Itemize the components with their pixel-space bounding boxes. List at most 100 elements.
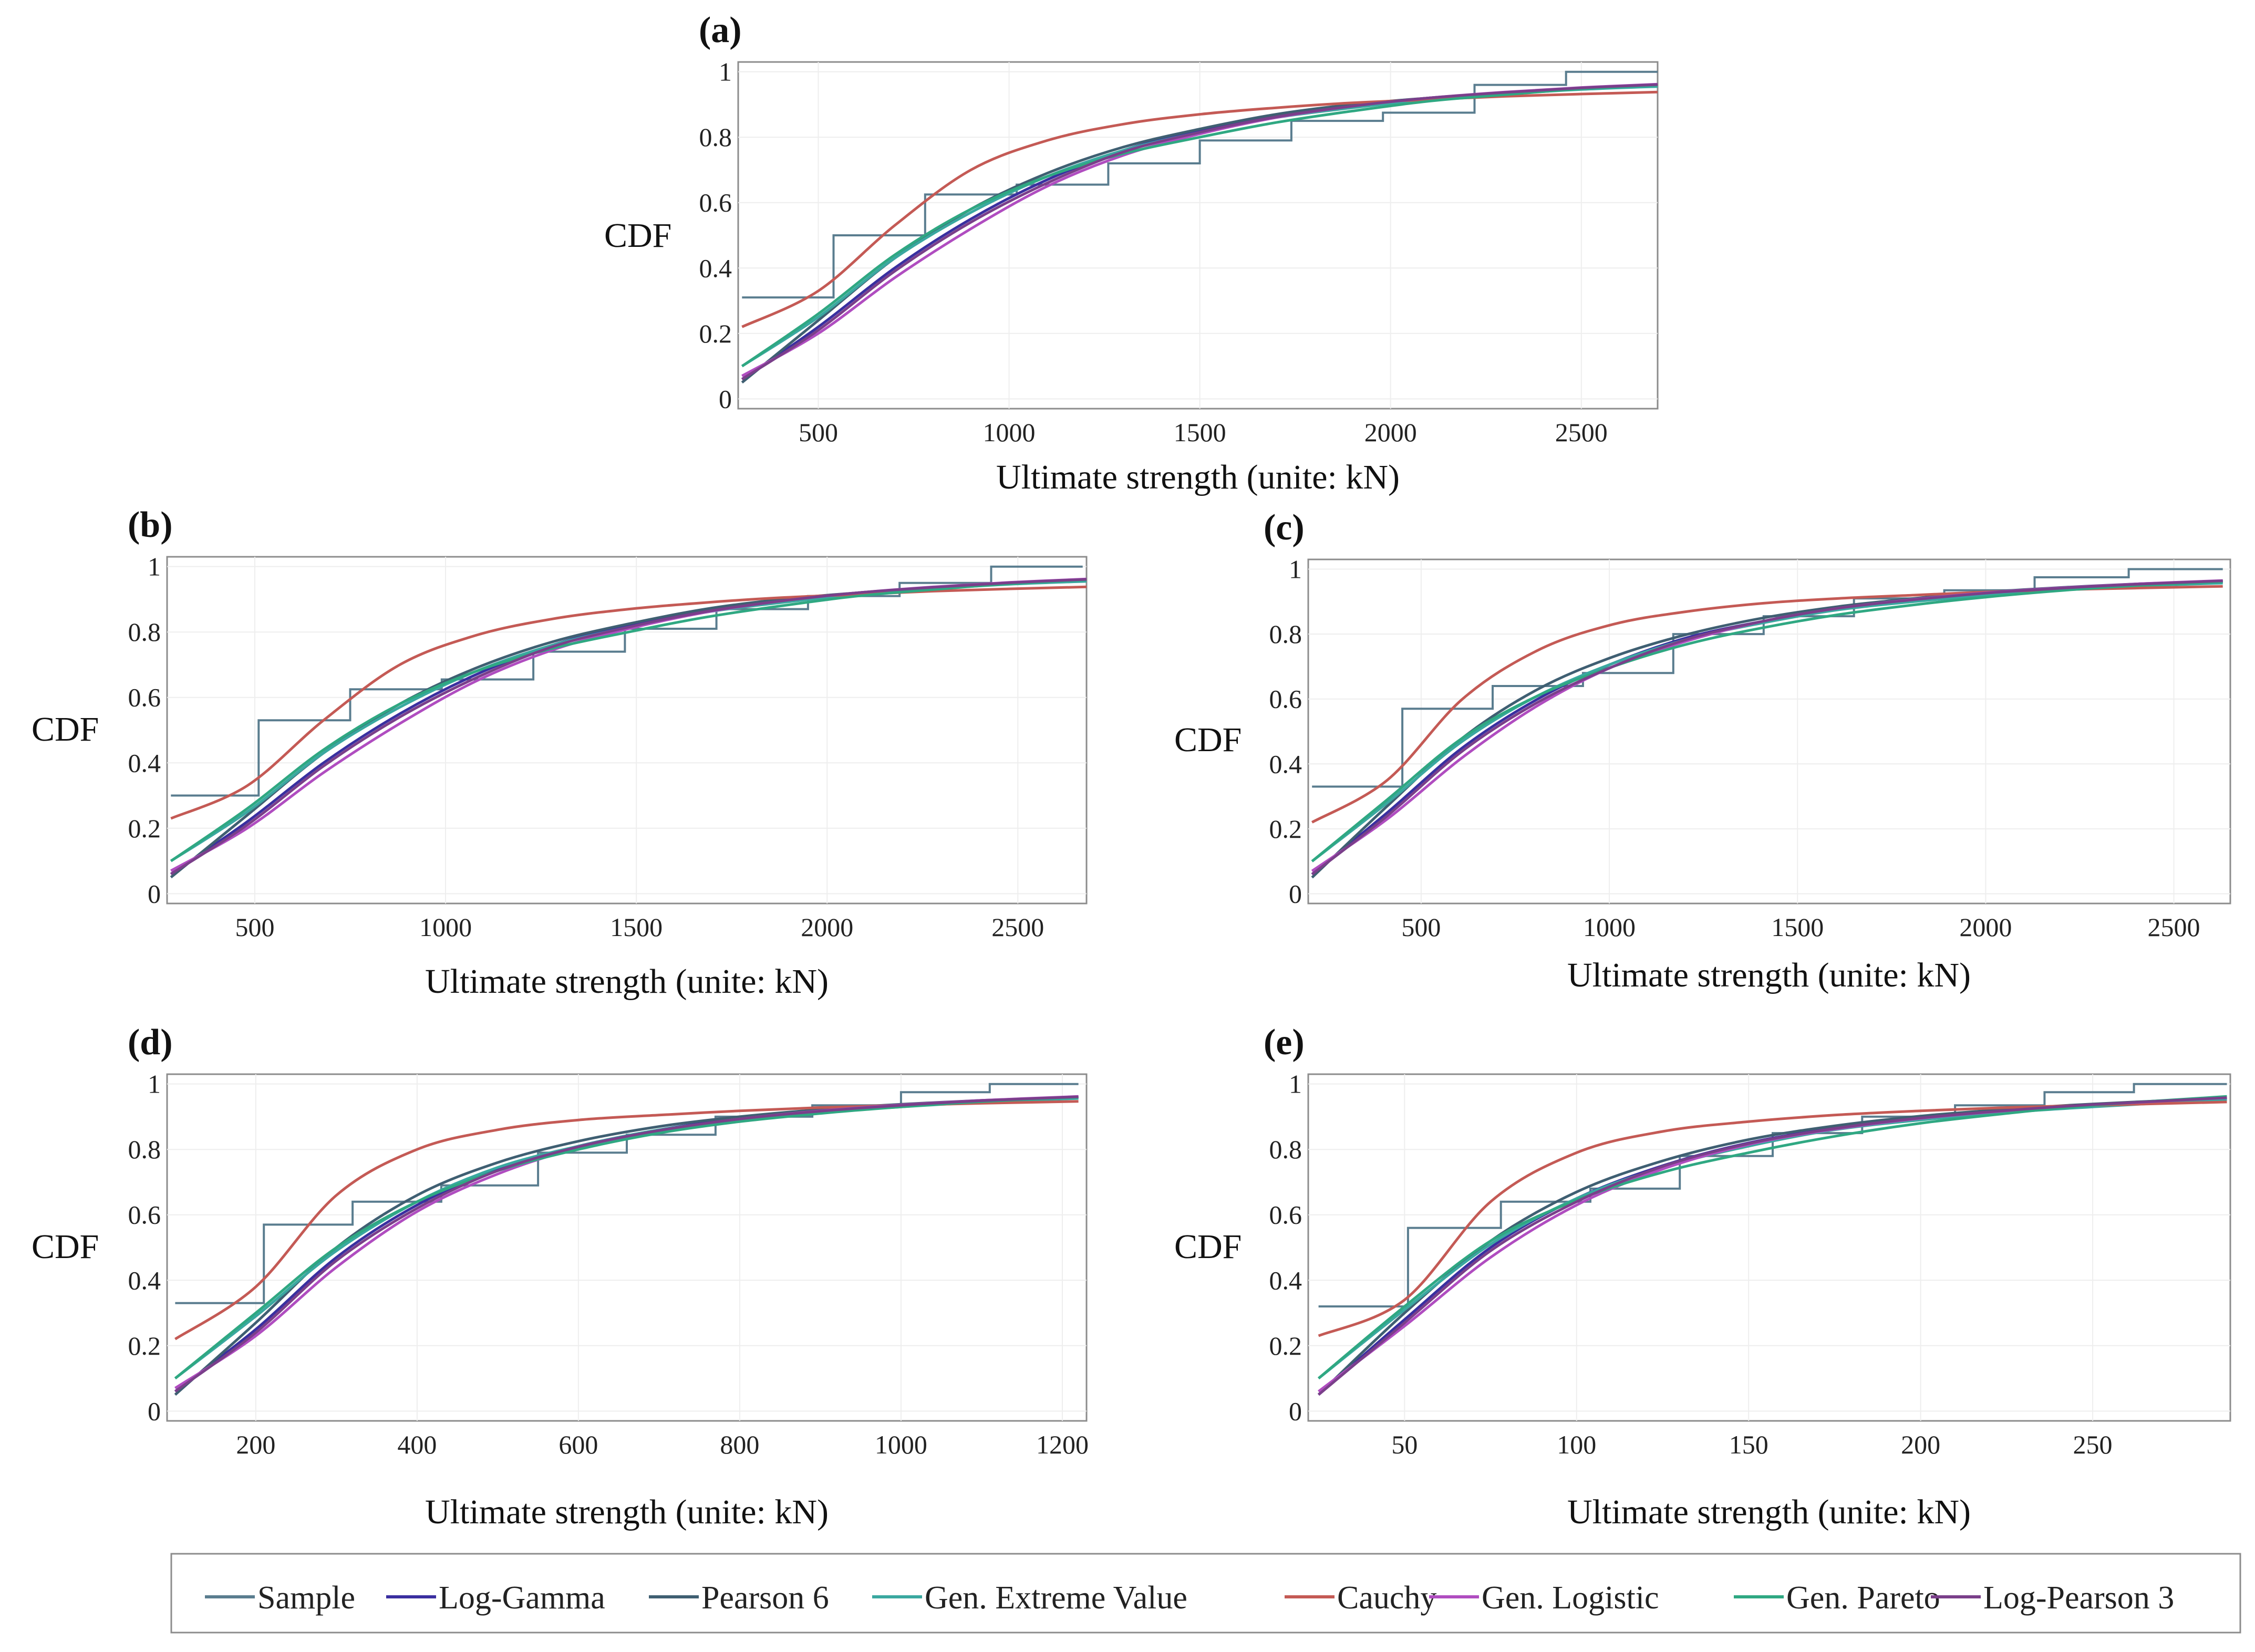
panel-b-x-tick-label: 2500 [991, 912, 1044, 942]
panel-a-y-tick-label: 0.6 [699, 188, 732, 217]
panel-c-sample-step [1312, 568, 2223, 788]
panel-d-x-axis-label: Ultimate strength (unite: kN) [425, 1493, 829, 1531]
panel-c-plot-area [1307, 558, 2231, 905]
panel-a-gen-pareto-curve [741, 84, 1658, 368]
panel-a-y-tick-label: 0 [719, 384, 732, 413]
panel-e-y-tick-label: 1 [1289, 1069, 1302, 1099]
panel-a-x-tick-label: 2500 [1555, 418, 1608, 447]
panel-c-x-tick-label: 1500 [1771, 912, 1824, 942]
legend-label-log-gamma: Log-Gamma [439, 1580, 605, 1616]
panel-b-series-group [170, 565, 1087, 879]
panel-a-y-tick-label: 1 [719, 57, 732, 87]
panel-c-y-tick-label: 0 [1289, 879, 1302, 908]
panel-a-x-tick-label: 1000 [983, 418, 1036, 447]
panel-d-x-tick-label: 1000 [875, 1430, 927, 1459]
panel-d-series-group [174, 1083, 1079, 1396]
panel-b-label: (b) [128, 505, 173, 545]
panel-d-label: (d) [128, 1022, 173, 1063]
panel-c-log-pearson-3-curve [1311, 579, 2223, 876]
panel-c-y-tick-label: 0.8 [1269, 619, 1302, 649]
panel-e-y-axis-label: CDF [1174, 1228, 1242, 1266]
panel-c-x-tick-label: 500 [1401, 912, 1441, 942]
panel-b-x-axis-label: Ultimate strength (unite: kN) [425, 962, 829, 1001]
panel-c-series-group [1311, 568, 2223, 879]
panel-c-y-axis-label: CDF [1174, 721, 1242, 759]
legend-item-gen-pareto: Gen. Pareto [1734, 1580, 1940, 1616]
panel-e-x-tick-label: 150 [1729, 1430, 1768, 1459]
panel-a-x-tick-label: 2000 [1364, 418, 1417, 447]
panel-e-y-tick-label: 0.2 [1269, 1331, 1302, 1360]
panel-b-y-tick-label: 0.6 [128, 683, 161, 712]
panel-c-x-tick-label: 2500 [2148, 912, 2200, 942]
panel-c-y-tick-label: 0.4 [1269, 749, 1302, 778]
panel-b-y-tick-label: 0 [148, 879, 161, 908]
legend-label-cauchy: Cauchy [1337, 1580, 1436, 1616]
panel-e-x-tick-label: 250 [2073, 1430, 2113, 1459]
panel-d-y-tick-label: 0.8 [128, 1135, 161, 1164]
panel-b: (b) 500 1000 1500 2000 2500 0 0.2 0.4 0.6 0.8 1 CDF U… [32, 505, 1088, 1001]
panel-d-x-tick-label: 1200 [1036, 1430, 1089, 1459]
legend-item-log-gamma: Log-Gamma [386, 1580, 605, 1616]
legend-item-pearson-6: Pearson 6 [649, 1580, 829, 1616]
panel-a-y-tick-label: 0.8 [699, 122, 732, 152]
legend-item-gen-logistic: Gen. Logistic [1429, 1580, 1659, 1616]
panel-c-x-tick-label: 2000 [1959, 912, 2012, 942]
legend-label-gen-pareto: Gen. Pareto [1786, 1580, 1940, 1616]
panels: (a)500 1000 1500 2000 250000.20.40.60.81CDFU… [32, 10, 2231, 1531]
panel-b-log-pearson-3-curve [170, 578, 1087, 876]
legend-label-pearson-6: Pearson 6 [701, 1580, 829, 1616]
legend-label-log-pearson-3: Log-Pearson 3 [1983, 1580, 2174, 1616]
panel-e-y-tick-label: 0 [1289, 1396, 1302, 1426]
panel-c-x-axis-label: Ultimate strength (unite: kN) [1567, 956, 1971, 994]
panel-a-y-tick-label: 0.4 [699, 253, 732, 283]
panel-b-plot-area [166, 556, 1088, 905]
panel-b-x-tick-label: 2000 [801, 912, 853, 942]
panel-e-log-pearson-3-curve [1317, 1096, 2227, 1396]
panel-a-series-group [741, 70, 1658, 384]
legend-label-sample: Sample [257, 1580, 355, 1616]
legend-frame [170, 1553, 2241, 1634]
panel-e-y-tick-label: 0.8 [1269, 1135, 1302, 1164]
panel-d-x-tick-label: 400 [397, 1430, 437, 1459]
panel-c-gen-pareto-curve [1311, 580, 2223, 863]
legend-item-cauchy: Cauchy [1285, 1580, 1436, 1616]
panel-d-x-tick-label: 200 [236, 1430, 275, 1459]
panel-e-x-axis-label: Ultimate strength (unite: kN) [1567, 1493, 1971, 1531]
panel-a-y-axis-label: CDF [604, 216, 671, 255]
panel-b-y-tick-label: 0.8 [128, 617, 161, 647]
panel-e-y-tick-label: 0.4 [1269, 1265, 1302, 1295]
panel-a-cauchy-curve [741, 90, 1658, 328]
panel-d-y-tick-label: 0.4 [128, 1265, 161, 1295]
panel-d-y-tick-label: 0 [148, 1396, 161, 1426]
panel-b-y-tick-label: 0.2 [128, 814, 161, 843]
panel-e-y-tick-label: 0.6 [1269, 1200, 1302, 1230]
panel-a-y-tick-label: 0.2 [699, 319, 732, 348]
panel-d-x-tick-label: 600 [558, 1430, 598, 1459]
panel-a-x-tick-label: 1500 [1174, 418, 1226, 447]
panel-c-y-tick-label: 1 [1289, 555, 1302, 584]
panel-a-x-axis-label: Ultimate strength (unite: kN) [996, 458, 1400, 496]
panel-e-sample-step [1318, 1083, 2227, 1308]
panel-b-cauchy-curve [170, 585, 1087, 820]
panel-d-y-tick-label: 0.2 [128, 1331, 161, 1360]
legend-item-log-pearson-3: Log-Pearson 3 [1931, 1580, 2174, 1616]
panel-e-cauchy-curve [1318, 1100, 2227, 1337]
panel-a-label: (a) [699, 10, 742, 50]
panel-e: (e) 50 100 150 200 250 0 0.2 0.4 0.6 0.8 1 CDF Ultima… [1174, 1022, 2231, 1531]
panel-c-x-tick-label: 1000 [1583, 912, 1636, 942]
panel-b-x-tick-label: 1000 [419, 912, 472, 942]
panel-b-x-tick-label: 500 [235, 912, 275, 942]
legend-item-gen-extreme-value: Gen. Extreme Value [872, 1580, 1187, 1616]
panel-e-plot-area [1307, 1073, 2231, 1422]
panel-c-y-tick-label: 0.6 [1269, 684, 1302, 714]
panel-a-x-tick-label: 500 [799, 418, 838, 447]
panel-e-series-group [1317, 1083, 2227, 1396]
panel-b-y-tick-label: 1 [148, 552, 161, 581]
panel-c: (c) 500 1000 1500 2000 2500 0 0.2 0.4 0.6 0.8 1 CDF U… [1174, 507, 2231, 994]
panel-e-label: (e) [1264, 1022, 1305, 1063]
panel-b-sample-step [171, 565, 1083, 797]
panel-b-x-tick-label: 1500 [610, 912, 663, 942]
panel-d-gen-pareto-curve [174, 1096, 1079, 1380]
panel-e-gen-pareto-curve [1317, 1095, 2227, 1380]
